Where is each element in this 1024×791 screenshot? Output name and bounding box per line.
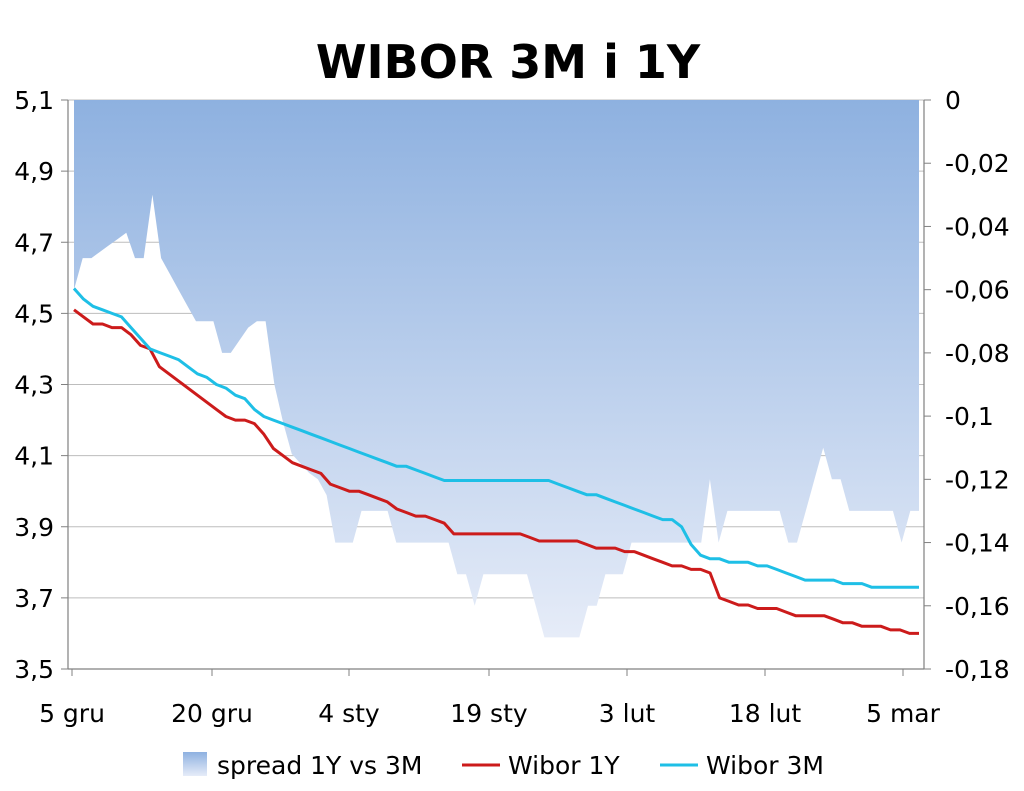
legend-label: Wibor 3M [706, 751, 824, 780]
spread-area-layer [74, 100, 919, 638]
y-right-tick-label: 0 [945, 86, 961, 115]
wibor-1y-line [73, 308, 919, 635]
y-right-tick-label: -0,04 [945, 212, 1010, 241]
y-left-tick-label: 4,1 [14, 442, 54, 471]
legend: spread 1Y vs 3M Wibor 1Y Wibor 3M [183, 751, 824, 780]
y-left-tick-label: 3,5 [14, 655, 54, 684]
y-right-tick-label: -0,08 [945, 339, 1010, 368]
legend-label: Wibor 1Y [508, 751, 620, 780]
y-left-tick-label: 4,9 [14, 157, 54, 186]
series-lines-layer [72, 287, 919, 635]
wibor-3m-line [72, 287, 919, 589]
y-left-tick-label: 4,7 [14, 228, 54, 257]
y-right-tick-label: -0,06 [945, 276, 1010, 305]
y-right-tick-label: -0,02 [945, 149, 1010, 178]
y-left-tick-label: 5,1 [14, 86, 54, 115]
y-right-tick-label: -0,12 [945, 465, 1010, 494]
y-right-tick-label: -0,14 [945, 529, 1010, 558]
y-right-tick-labels: -0,18 -0,16 -0,14 -0,12 -0,1 -0,08 -0,06 -0,04 -… [945, 86, 1010, 684]
x-tick-label: 5 gru [39, 699, 105, 728]
chart-title: WIBOR 3M i 1Y [316, 35, 701, 89]
y-left-tick-label: 3,7 [14, 584, 54, 613]
legend-swatch-spread [183, 752, 207, 776]
x-tick-label: 19 sty [450, 699, 528, 728]
legend-label: spread 1Y vs 3M [217, 751, 423, 780]
x-tick-label: 18 lut [729, 699, 802, 728]
x-tick-label: 4 sty [318, 699, 380, 728]
x-tick-label: 5 mar [866, 699, 941, 728]
y-left-tick-label: 4,3 [14, 371, 54, 400]
x-tick-label: 3 lut [599, 699, 656, 728]
y-right-tick-label: -0,16 [945, 592, 1010, 621]
y-left-tick-label: 3,9 [14, 513, 54, 542]
axes [61, 99, 931, 676]
y-left-tick-label: 4,5 [14, 299, 54, 328]
x-tick-label: 20 gru [171, 699, 253, 728]
x-tick-labels: 5 gru 20 gru 4 sty 19 sty 3 lut 18 lut 5 mar [39, 699, 941, 728]
y-right-tick-label: -0,1 [945, 402, 994, 431]
spread-area [74, 100, 919, 638]
y-right-tick-label: -0,18 [945, 655, 1010, 684]
y-left-tick-labels: 3,5 3,7 3,9 4,1 4,3 4,5 4,7 4,9 5,1 [14, 86, 54, 684]
